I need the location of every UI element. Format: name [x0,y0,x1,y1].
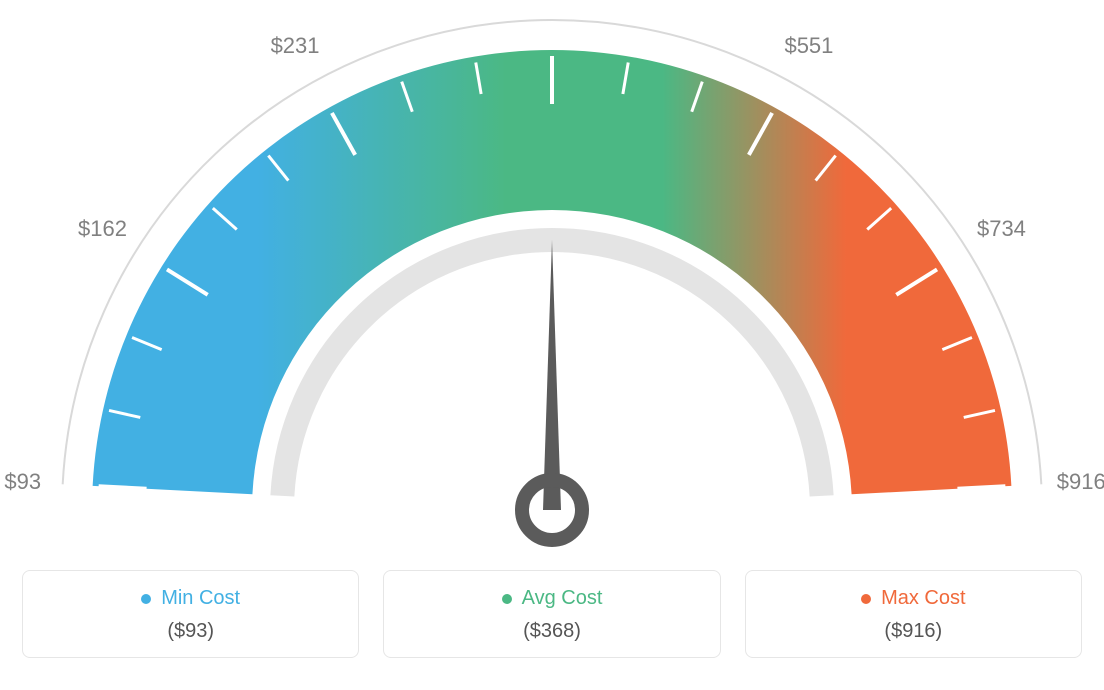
legend-dot-avg [502,594,512,604]
legend-dot-min [141,594,151,604]
legend-card-max: Max Cost ($916) [745,570,1082,658]
legend-value-min: ($93) [23,620,358,643]
legend-value-avg: ($368) [384,620,719,643]
legend-value-max: ($916) [746,620,1081,643]
gauge-tick-label: $162 [78,216,127,242]
legend-title-max: Max Cost [861,587,965,610]
legend-label-max: Max Cost [881,587,965,610]
legend-label-avg: Avg Cost [522,587,603,610]
legend-title-avg: Avg Cost [502,587,603,610]
gauge-tick-label: $916 [1057,469,1104,495]
legend-row: Min Cost ($93) Avg Cost ($368) Max Cost … [22,570,1082,658]
legend-title-min: Min Cost [141,587,240,610]
gauge-tick-label: $93 [4,469,41,495]
legend-label-min: Min Cost [161,587,240,610]
gauge-svg [0,0,1104,560]
gauge-tick-label: $551 [784,33,833,59]
gauge-tick-label: $231 [271,33,320,59]
legend-dot-max [861,594,871,604]
legend-card-min: Min Cost ($93) [22,570,359,658]
legend-card-avg: Avg Cost ($368) [383,570,720,658]
cost-gauge: $93$162$231$368$551$734$916 [0,0,1104,560]
gauge-tick-label: $734 [977,216,1026,242]
